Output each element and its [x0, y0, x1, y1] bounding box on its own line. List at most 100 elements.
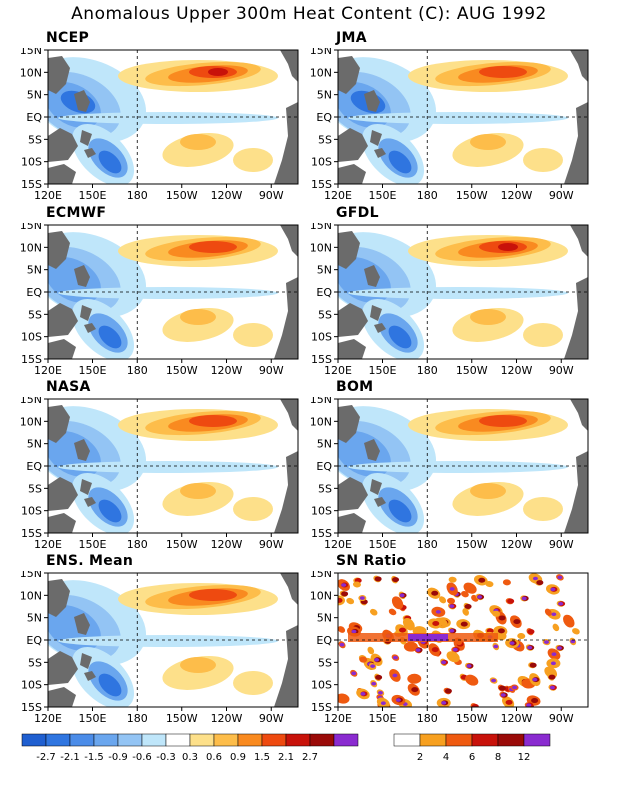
sn-colorbar-label: 4 [443, 752, 449, 763]
lon-tick-label: 180 [417, 538, 438, 551]
colorbar-swatch [165, 733, 191, 747]
colorbar-label: -0.6 [132, 752, 152, 763]
lon-tick-label: 180 [127, 538, 148, 551]
lon-tick-label: 150E [79, 189, 107, 202]
lat-tick-label: 15S [311, 353, 332, 366]
colorbar-label: -0.3 [156, 752, 176, 763]
lat-tick-label: 5S [318, 133, 332, 146]
lat-tick-label: 15N [20, 571, 42, 580]
colorbar-swatch [21, 733, 47, 747]
lon-tick-label: 180 [417, 364, 438, 377]
lat-tick-label: 15N [310, 397, 332, 406]
lat-tick-label: 10N [20, 415, 42, 428]
colorbar-swatch [189, 733, 215, 747]
lat-tick-label: 10N [310, 66, 332, 79]
lat-tick-label: 10S [311, 156, 332, 169]
sn-colorbar-swatch [523, 733, 551, 747]
lat-tick-label: 10N [20, 66, 42, 79]
lon-tick-label: 150E [79, 538, 107, 551]
lon-tick-label: 90W [259, 538, 284, 551]
lon-tick-label: 90W [549, 364, 574, 377]
colorbar-swatch [285, 733, 311, 747]
lat-tick-label: 15S [21, 353, 42, 366]
colorbar-swatch [117, 733, 143, 747]
lon-tick-label: 90W [259, 712, 284, 725]
lat-tick-label: 5N [317, 438, 332, 451]
lat-tick-label: 10S [21, 156, 42, 169]
lat-tick-label: EQ [26, 634, 42, 647]
lat-tick-label: 10N [20, 241, 42, 254]
lon-tick-label: 90W [549, 712, 574, 725]
lat-tick-label: 10N [310, 415, 332, 428]
lat-tick-label: 5N [27, 612, 42, 625]
colorbar-swatch [141, 733, 167, 747]
lat-tick-label: 5S [318, 482, 332, 495]
lat-tick-label: EQ [316, 460, 332, 473]
lon-tick-label: 150E [79, 712, 107, 725]
lat-tick-label: 15S [311, 527, 332, 540]
sn-colorbar-swatch [419, 733, 447, 747]
lon-tick-label: 120W [501, 712, 533, 725]
lon-tick-label: 90W [259, 189, 284, 202]
lon-tick-label: 120E [324, 364, 352, 377]
sn-colorbar-label: 12 [518, 752, 531, 763]
colorbar-label: -0.9 [108, 752, 128, 763]
lon-tick-label: 180 [417, 189, 438, 202]
lon-tick-label: 150W [166, 189, 198, 202]
lat-tick-label: EQ [316, 111, 332, 124]
lat-tick-label: 15S [21, 178, 42, 191]
panel-label-bom: BOM [336, 379, 374, 395]
lat-tick-label: 5N [317, 264, 332, 277]
lat-tick-label: 10N [310, 241, 332, 254]
figure-title: Anomalous Upper 300m Heat Content (C): A… [71, 4, 547, 24]
sn-colorbar-label: 8 [495, 752, 501, 763]
lat-tick-label: EQ [316, 286, 332, 299]
lon-tick-label: 120W [211, 189, 243, 202]
lat-tick-label: 10N [20, 589, 42, 602]
panel-label-nasa: NASA [46, 379, 91, 395]
colorbar-label: 2.1 [278, 752, 294, 763]
colorbar-label: 2.7 [302, 752, 318, 763]
panel-label-gfdl: GFDL [336, 205, 379, 221]
colorbar-swatch [309, 733, 335, 747]
panel-label-jma: JMA [336, 30, 367, 46]
colorbar-label: 0.6 [206, 752, 222, 763]
colorbar-swatch [45, 733, 71, 747]
lon-tick-label: 90W [549, 538, 574, 551]
lon-tick-label: 150E [369, 712, 397, 725]
lat-tick-label: 15N [20, 397, 42, 406]
colorbar-label: 0.3 [182, 752, 198, 763]
lat-tick-label: 15S [21, 527, 42, 540]
lon-tick-label: 120W [211, 538, 243, 551]
lon-tick-label: 120W [501, 364, 533, 377]
panel-label-ncep: NCEP [46, 30, 90, 46]
anomaly-colorbar: -2.7 -2.1 -1.5 -0.9 -0.6 -0.3 0.3 0.6 0.9 1.5 2.1 2… [21, 733, 359, 763]
lat-tick-label: 5N [27, 264, 42, 277]
lat-tick-label: 15S [311, 178, 332, 191]
lat-tick-label: 15S [311, 701, 332, 714]
lat-tick-label: EQ [26, 460, 42, 473]
sn-colorbar-swatch [497, 733, 525, 747]
colorbar-swatch [333, 733, 359, 747]
lon-tick-label: 120W [501, 189, 533, 202]
lon-tick-label: 120E [34, 189, 62, 202]
colorbar-label: 0.9 [230, 752, 246, 763]
lon-tick-label: 120W [211, 712, 243, 725]
lon-tick-label: 120E [324, 712, 352, 725]
sn-colorbar-swatch [471, 733, 499, 747]
lon-tick-label: 120E [324, 538, 352, 551]
lat-tick-label: 10S [311, 679, 332, 692]
lat-tick-label: EQ [26, 286, 42, 299]
colorbar-label: -2.1 [60, 752, 80, 763]
lon-tick-label: 150W [456, 538, 488, 551]
lat-tick-label: 10S [21, 331, 42, 344]
lon-tick-label: 180 [127, 364, 148, 377]
lat-tick-label: 5N [317, 612, 332, 625]
lon-tick-label: 180 [417, 712, 438, 725]
panel-label-ecmwf: ECMWF [46, 205, 107, 221]
